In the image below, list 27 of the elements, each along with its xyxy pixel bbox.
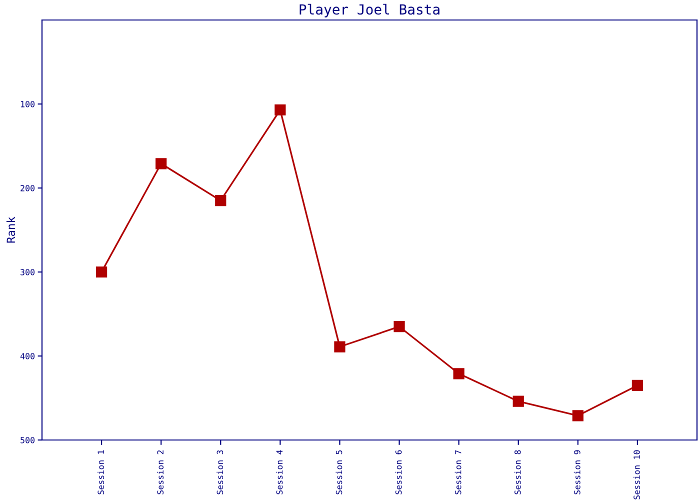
x-tick-label: Session 7 [454,450,462,494]
x-tick-label: Session 4 [276,450,283,494]
x-tick-label: Session 2 [157,450,164,494]
y-tick-label: 500 [20,437,35,444]
point [334,341,346,352]
point [215,195,226,206]
point [572,410,584,422]
x-tick-label: Session 5 [336,450,342,494]
x-tick-label: Session 10 [633,450,640,500]
y-tick-label: 200 [20,185,35,192]
x-tick-label: Session 6 [395,450,402,494]
y-tick-label: 400 [20,353,35,360]
x-tick-label: Session 9 [574,450,580,494]
point [453,368,464,380]
y-tick-label: 300 [20,269,35,276]
point [96,266,108,278]
point [274,104,286,116]
point [512,396,524,407]
point [394,321,405,332]
y-tick-label: 100 [21,101,35,108]
x-tick-label: Session 3 [216,450,224,494]
x-tick-label: Session 8 [514,450,521,494]
x-tick-label: Session 1 [98,450,104,494]
y-axis-title: Rank [6,216,16,243]
point [156,158,167,170]
chart-title: Player Joel Basta [300,4,440,18]
point [632,380,644,391]
